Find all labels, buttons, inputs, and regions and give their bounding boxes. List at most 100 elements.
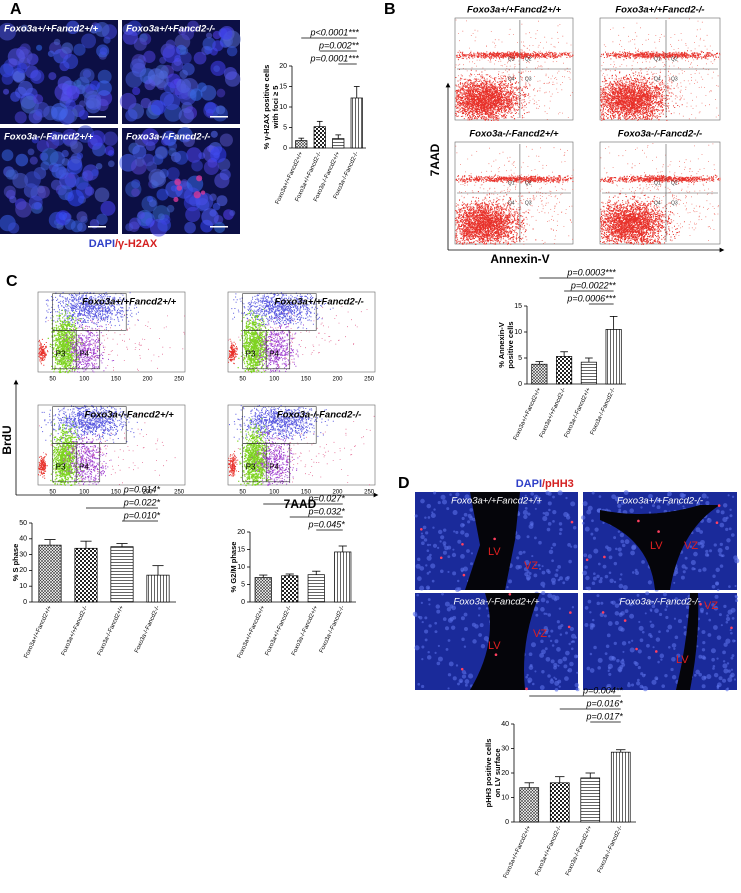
nucleus (609, 578, 614, 583)
nucleus (608, 555, 613, 560)
nucleus (620, 627, 625, 632)
nucleus (530, 642, 536, 648)
nucleus (103, 131, 118, 146)
nucleus (545, 612, 548, 615)
nucleus (485, 607, 489, 610)
nucleus (444, 626, 449, 631)
nucleus (697, 541, 702, 546)
nucleus (650, 600, 654, 604)
nucleus (589, 668, 595, 673)
nucleus (723, 642, 728, 647)
nucleus (81, 33, 97, 49)
nucleus (469, 562, 474, 566)
nucleus (708, 618, 712, 622)
gate-label: Q1 (654, 56, 661, 62)
nucleus (557, 578, 561, 582)
nucleus (598, 579, 603, 584)
nucleus (134, 156, 145, 167)
phh3-cell (494, 653, 498, 657)
nucleus (470, 552, 474, 555)
nucleus (15, 201, 32, 218)
nucleus (170, 152, 182, 163)
nucleus (682, 505, 685, 508)
nucleus (558, 522, 563, 526)
nucleus (726, 614, 729, 617)
nucleus (698, 672, 702, 677)
significance-label: p=0.014* (123, 484, 161, 494)
nucleus (82, 164, 99, 181)
nucleus (442, 550, 447, 555)
nucleus (722, 678, 727, 683)
nucleus (547, 674, 551, 678)
genotype-label: Foxo3a+/+Fancd2+/+ (467, 5, 561, 16)
axis-label: BrdU (0, 425, 14, 454)
nucleus (31, 136, 39, 144)
ventricle (600, 505, 720, 590)
y-tick-label: 10 (19, 583, 27, 590)
nucleus (570, 501, 576, 507)
nucleus (515, 534, 521, 540)
nucleus (171, 59, 184, 72)
nucleus (436, 546, 440, 549)
bar (549, 782, 570, 823)
nucleus (140, 97, 152, 109)
nucleus (534, 670, 537, 673)
nucleus (447, 639, 451, 642)
x-tick-label: Foxo3a-/-Fancd2-/- (597, 825, 624, 874)
nucleus (574, 682, 579, 688)
nucleus (437, 656, 443, 662)
nucleus (451, 605, 457, 611)
nucleus (527, 677, 533, 683)
flow-events (600, 193, 680, 245)
nucleus (414, 645, 420, 651)
x-tick-label: Foxo3a+/+Fancd2-/- (539, 387, 567, 439)
nucleus (51, 132, 66, 146)
nucleus (34, 101, 50, 118)
nucleus (554, 573, 559, 578)
nucleus (620, 573, 623, 576)
nucleus (15, 153, 29, 167)
nucleus (587, 599, 592, 604)
nucleus (166, 167, 180, 181)
nucleus (419, 566, 425, 571)
nucleus (607, 669, 610, 673)
nucleus (417, 576, 422, 582)
nucleus (104, 145, 115, 156)
nucleus (540, 581, 546, 587)
nucleus (599, 612, 604, 617)
nucleus (654, 676, 659, 681)
nucleus (575, 687, 580, 692)
nucleus (89, 130, 106, 147)
nucleus (686, 605, 690, 609)
nucleus (700, 545, 704, 549)
nucleus (53, 38, 61, 46)
nucleus (526, 673, 529, 677)
bar (110, 546, 134, 603)
nucleus (621, 543, 626, 548)
nucleus (506, 586, 509, 589)
nucleus (567, 669, 570, 672)
nucleus (713, 605, 719, 611)
nucleus (642, 686, 648, 692)
genotype-label: Foxo3a+/+Fancd2+/+ (451, 496, 542, 507)
nucleus (584, 623, 589, 627)
tick-label: 150 (301, 377, 312, 383)
tick-label: 200 (333, 377, 344, 383)
nucleus (448, 661, 454, 667)
nucleus (706, 674, 712, 680)
nucleus (435, 604, 440, 609)
nucleus (547, 613, 552, 617)
x-tick-label: Foxo3a-/-Fancd2-/- (590, 387, 617, 436)
y-axis-label: with foci ≥ 5 (271, 86, 280, 130)
nucleus (468, 498, 472, 503)
nucleus (1, 149, 14, 162)
nucleus (12, 70, 25, 83)
nucleus (523, 567, 528, 572)
nucleus (426, 572, 430, 575)
nucleus (603, 614, 607, 618)
nucleus (440, 535, 445, 540)
nucleus (621, 641, 627, 646)
nucleus (73, 79, 82, 88)
nucleus (446, 607, 452, 612)
y-tick-label: 0 (505, 819, 509, 826)
